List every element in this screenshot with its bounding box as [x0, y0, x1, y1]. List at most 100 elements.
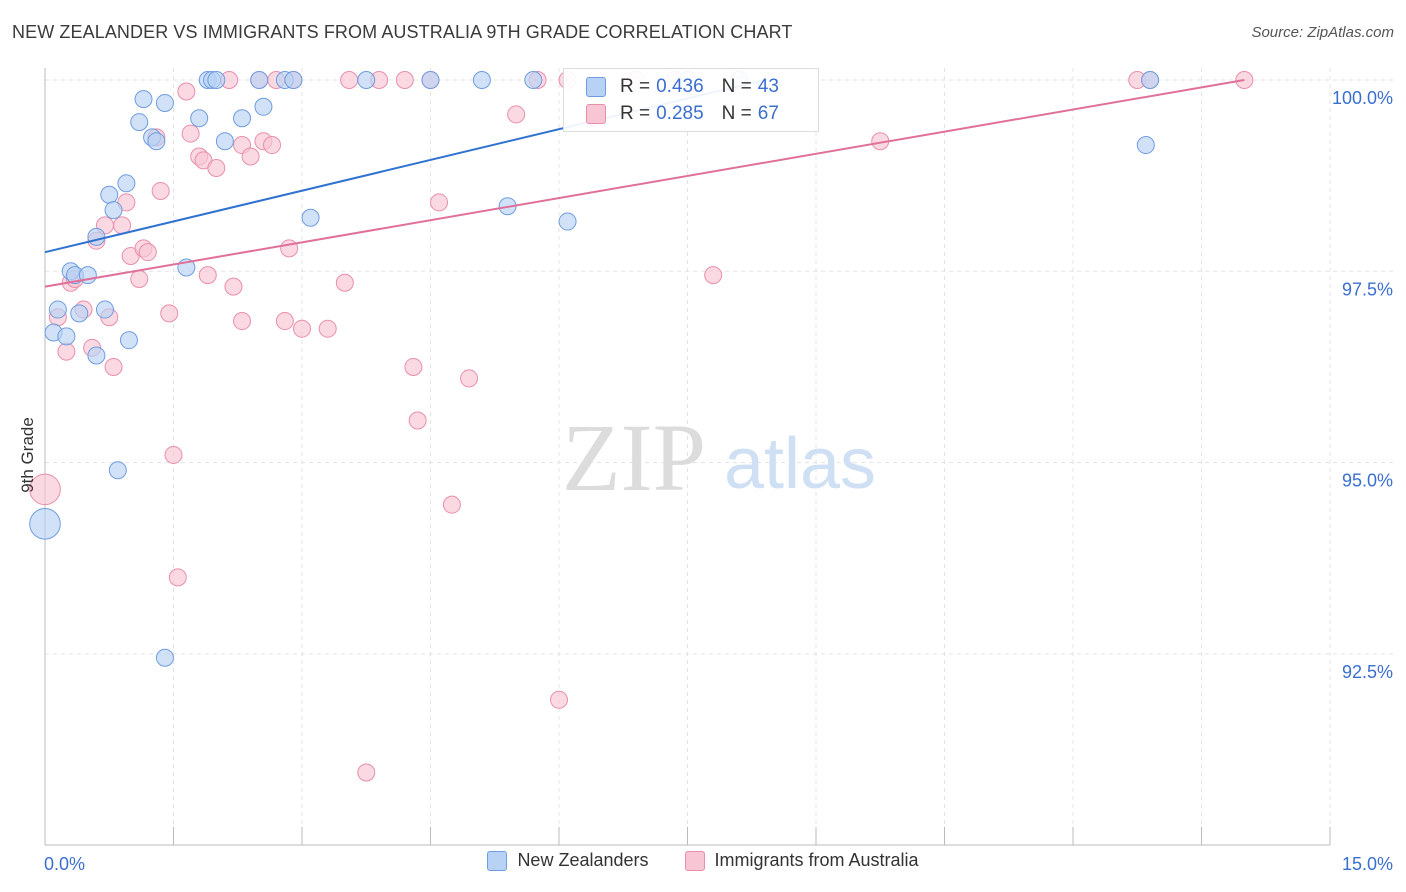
- point-immigrant-australia: [335, 273, 354, 292]
- point-immigrant-australia: [181, 124, 200, 143]
- point-new-zealander: [48, 300, 67, 319]
- r-label: R =: [620, 103, 651, 124]
- point-immigrant-australia: [395, 71, 414, 89]
- legend-item-immigrants-australia[interactable]: Immigrants from Australia: [684, 850, 919, 871]
- point-new-zealander: [357, 71, 376, 89]
- point-immigrant-australia: [224, 277, 243, 296]
- watermark: ZIP atlas: [562, 404, 876, 511]
- point-new-zealander: [95, 300, 114, 319]
- grid-lines: [45, 68, 1395, 845]
- n-value: 43: [757, 76, 779, 97]
- point-new-zealander: [207, 71, 226, 89]
- trend-line-immigrants-australia: [44, 79, 1245, 288]
- point-new-zealander: [134, 90, 153, 109]
- point-immigrant-australia: [177, 82, 196, 101]
- point-immigrant-australia: [275, 312, 294, 331]
- stats-row-new-zealanders: R = 0.436 N = 43: [586, 74, 779, 100]
- legend: New Zealanders Immigrants from Australia: [0, 850, 1406, 871]
- point-immigrant-australia: [318, 319, 337, 338]
- point-immigrant-australia: [460, 369, 479, 388]
- stats-swatch-pink: [586, 104, 606, 124]
- point-immigrant-australia: [104, 357, 123, 376]
- y-axis-label: 9th Grade: [18, 417, 37, 493]
- point-new-zealander: [301, 208, 320, 227]
- point-immigrant-australia: [241, 147, 260, 166]
- point-immigrant-australia: [442, 495, 461, 514]
- point-immigrant-australia: [408, 411, 427, 430]
- point-new-zealander: [421, 71, 440, 89]
- y-tick-label: 92.5%: [1342, 662, 1393, 682]
- stats-swatch-blue: [586, 77, 606, 97]
- point-immigrant-australia: [430, 193, 449, 212]
- point-new-zealander: [147, 132, 166, 151]
- x-tick-label-start: 0.0%: [44, 854, 85, 874]
- point-new-zealander: [70, 304, 89, 323]
- n-label: N =: [721, 76, 752, 97]
- point-new-zealander: [1141, 71, 1160, 89]
- point-new-zealander: [87, 227, 106, 246]
- r-value: 0.436: [656, 76, 704, 97]
- legend-item-new-zealanders[interactable]: New Zealanders: [487, 850, 649, 871]
- point-new-zealander: [233, 109, 252, 128]
- watermark-zip: ZIP: [562, 404, 706, 511]
- point-new-zealander: [1136, 136, 1155, 155]
- point-immigrant-australia: [507, 105, 526, 124]
- stats-row-immigrants-australia: R = 0.285 N = 67: [586, 101, 779, 127]
- stats-box: R = 0.436 N = 43 R = 0.285 N = 67: [563, 68, 819, 132]
- point-new-zealander: [130, 113, 149, 132]
- y-tick-label: 95.0%: [1342, 471, 1393, 491]
- point-new-zealander: [250, 71, 269, 89]
- point-immigrant-australia: [168, 568, 187, 587]
- point-immigrant-australia: [130, 269, 149, 288]
- chart-source: Source: ZipAtlas.com: [1251, 24, 1394, 41]
- point-immigrant-australia: [151, 181, 170, 200]
- point-new-zealander: [284, 71, 303, 89]
- legend-label: New Zealanders: [517, 850, 649, 870]
- legend-swatch-pink: [684, 850, 705, 871]
- r-value: 0.285: [656, 103, 704, 124]
- legend-label: Immigrants from Australia: [714, 850, 919, 870]
- axes: [44, 68, 1331, 846]
- point-new-zealander: [29, 508, 61, 540]
- legend-swatch-blue: [487, 850, 508, 871]
- point-new-zealander: [155, 648, 174, 667]
- point-immigrant-australia: [198, 266, 217, 285]
- point-immigrant-australia: [293, 319, 311, 338]
- point-new-zealander: [108, 461, 127, 480]
- watermark-atlas: atlas: [724, 424, 876, 504]
- point-immigrant-australia: [138, 243, 157, 262]
- point-immigrant-australia: [57, 342, 76, 361]
- point-new-zealander: [100, 185, 119, 204]
- point-new-zealander: [104, 201, 123, 220]
- point-immigrant-australia: [340, 71, 359, 89]
- point-immigrant-australia: [29, 473, 61, 506]
- point-immigrant-australia: [164, 445, 183, 464]
- point-immigrant-australia: [160, 304, 179, 323]
- point-immigrant-australia: [207, 158, 226, 177]
- chart-title: NEW ZEALANDER VS IMMIGRANTS FROM AUSTRAL…: [12, 22, 793, 42]
- point-new-zealander: [472, 71, 491, 89]
- point-immigrant-australia: [263, 136, 282, 155]
- point-immigrant-australia: [404, 357, 423, 376]
- x-tick-label-end: 15.0%: [1342, 854, 1393, 874]
- tick-labels: 92.5% 95.0% 97.5% 100.0% 0.0% 15.0%: [44, 88, 1393, 874]
- point-new-zealander: [117, 174, 136, 193]
- point-new-zealander: [524, 71, 543, 89]
- point-immigrant-australia: [357, 763, 376, 782]
- y-tick-label: 97.5%: [1342, 279, 1393, 299]
- point-immigrant-australia: [550, 690, 568, 709]
- point-new-zealander: [215, 132, 234, 151]
- point-new-zealander: [254, 97, 273, 116]
- r-label: R =: [620, 76, 651, 97]
- point-immigrant-australia: [233, 312, 252, 331]
- n-label: N =: [721, 103, 752, 124]
- n-value: 67: [757, 103, 779, 124]
- point-new-zealander: [119, 331, 138, 350]
- point-immigrant-australia: [280, 239, 299, 258]
- point-immigrant-australia: [704, 266, 723, 285]
- point-new-zealander: [190, 109, 209, 128]
- y-tick-label: 100.0%: [1332, 88, 1393, 108]
- point-new-zealander: [57, 327, 76, 346]
- point-new-zealander: [558, 212, 577, 231]
